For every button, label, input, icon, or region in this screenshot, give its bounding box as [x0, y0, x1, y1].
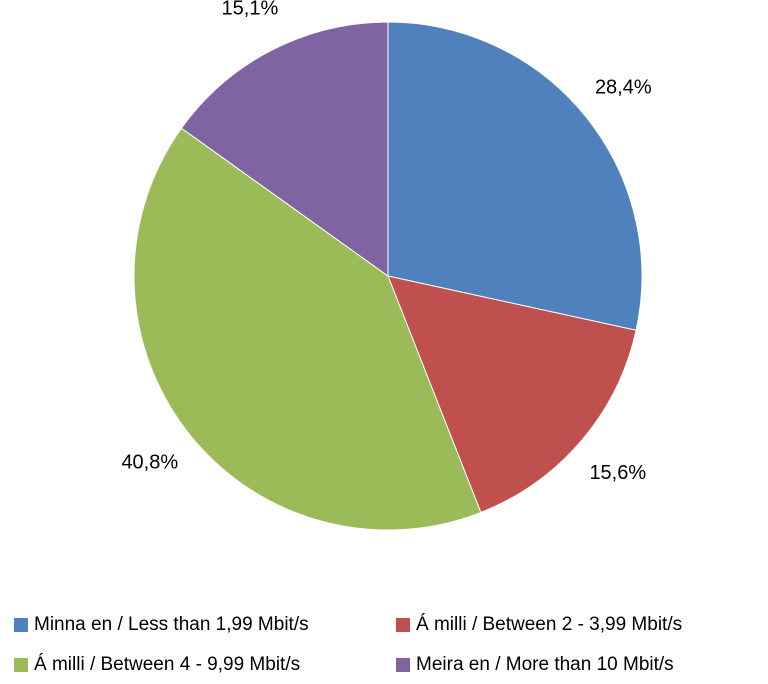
- pie-label-more-than-10: 15,1%: [222, 0, 279, 19]
- legend-label-more-than-10: Meira en / More than 10 Mbit/s: [416, 654, 674, 675]
- pie-label-less-than-2: 28,4%: [595, 77, 652, 99]
- legend-item-between-4-10: Á milli / Between 4 - 9,99 Mbit/s: [14, 654, 300, 676]
- legend-swatch-less-than-2: [14, 618, 28, 632]
- chart-legend: Minna en / Less than 1,99 Mbit/s Á milli…: [0, 600, 768, 684]
- legend-label-less-than-2: Minna en / Less than 1,99 Mbit/s: [34, 614, 309, 635]
- legend-swatch-more-than-10: [396, 658, 410, 672]
- pie-value-labels: 28,4% 15,6% 40,8% 15,1%: [121, 0, 651, 484]
- legend-label-between-2-4: Á milli / Between 2 - 3,99 Mbit/s: [416, 614, 683, 635]
- legend-swatch-between-4-10: [14, 658, 28, 672]
- legend-swatch-between-2-4: [396, 618, 410, 632]
- pie-slice-more-than-10: [180, 21, 389, 277]
- legend-item-less-than-2: Minna en / Less than 1,99 Mbit/s: [14, 614, 309, 636]
- legend-item-between-2-4: Á milli / Between 2 - 3,99 Mbit/s: [396, 614, 682, 636]
- pie-slices: [133, 21, 643, 531]
- pie-label-between-4-10: 40,8%: [121, 452, 178, 474]
- pie-slice-less-than-2: [387, 21, 643, 331]
- pie-slice-between-4-10: [133, 127, 482, 531]
- legend-item-more-than-10: Meira en / More than 10 Mbit/s: [396, 654, 674, 676]
- pie-slice-between-2-4: [387, 275, 637, 514]
- legend-label-between-4-10: Á milli / Between 4 - 9,99 Mbit/s: [34, 654, 301, 675]
- pie-label-between-2-4: 15,6%: [589, 462, 646, 484]
